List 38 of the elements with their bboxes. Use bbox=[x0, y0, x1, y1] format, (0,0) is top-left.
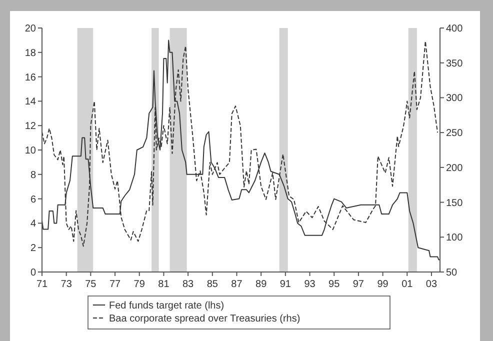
y-tick-label: 12 bbox=[24, 121, 36, 132]
y-tick-label: 4 bbox=[30, 218, 36, 230]
y-tick-label: 16 bbox=[24, 72, 36, 84]
x-tick-label: 85 bbox=[206, 279, 218, 290]
y2-tick-label: 400 bbox=[446, 24, 464, 34]
x-tick-label: 93 bbox=[304, 279, 316, 290]
y2-tick-label: 250 bbox=[446, 128, 464, 140]
x-tick-label: 71 bbox=[36, 279, 48, 290]
y2-tick-label: 350 bbox=[446, 58, 464, 70]
x-tick-label: 77 bbox=[109, 279, 122, 290]
x-tick-label: 91 bbox=[280, 279, 292, 290]
y-tick-label: 8 bbox=[30, 170, 36, 181]
x-tick-label: 87 bbox=[231, 279, 243, 290]
x-tick-label: 81 bbox=[158, 279, 170, 290]
y2-tick-label: 50 bbox=[446, 268, 458, 278]
y-tick-label: 10 bbox=[24, 146, 36, 156]
x-tick-label: 83 bbox=[182, 279, 194, 290]
x-tick-label: 89 bbox=[256, 279, 268, 290]
x-tick-label: 73 bbox=[60, 279, 72, 290]
x-tick-label: 99 bbox=[377, 279, 389, 290]
x-tick-label: 01 bbox=[402, 279, 414, 290]
x-tick-label: 79 bbox=[134, 279, 146, 290]
x-tick-label: 95 bbox=[328, 279, 340, 290]
y-tick-label: 20 bbox=[24, 24, 36, 34]
y-tick-label: 14 bbox=[24, 96, 36, 108]
y-tick-label: 6 bbox=[30, 194, 36, 206]
y-tick-label: 2 bbox=[30, 243, 36, 254]
y-tick-label: 18 bbox=[24, 48, 36, 59]
x-tick-label: 75 bbox=[85, 279, 97, 290]
y2-tick-label: 150 bbox=[446, 198, 464, 209]
legend-label: Baa corporate spread over Treasuries (rhs) bbox=[109, 314, 300, 324]
y2-tick-label: 200 bbox=[446, 162, 464, 174]
x-tick-label: 97 bbox=[352, 279, 364, 290]
y2-tick-label: 100 bbox=[446, 232, 464, 244]
legend-label: Fed funds target rate (lhs) bbox=[109, 300, 224, 312]
x-tick-label: 03 bbox=[426, 279, 438, 290]
y2-tick-label: 300 bbox=[446, 93, 464, 104]
y-tick-label: 0 bbox=[30, 268, 36, 278]
